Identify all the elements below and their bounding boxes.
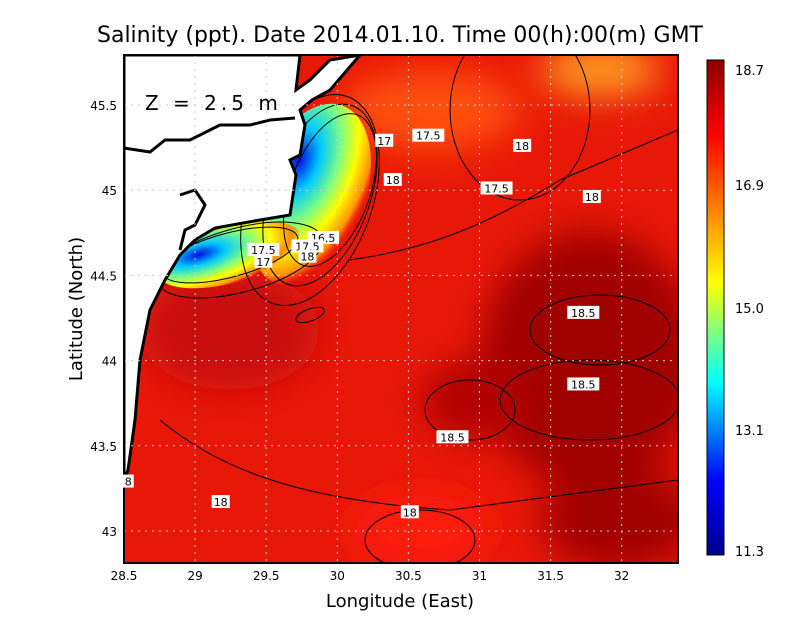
- contour-line: [529, 294, 671, 366]
- svg-text:18: 18: [403, 506, 417, 519]
- svg-text:18.5: 18.5: [571, 378, 596, 391]
- x-tick-label: 31: [472, 569, 487, 583]
- colorbar-tick-label: 13.1: [735, 424, 764, 439]
- grid-lines: [124, 55, 678, 563]
- contour-line: [295, 306, 325, 324]
- x-tick-label: 30.5: [395, 569, 422, 583]
- contour-line: [364, 509, 476, 563]
- y-tick-label: 45: [102, 184, 117, 198]
- chart-title: Salinity (ppt). Date 2014.01.10. Time 00…: [97, 23, 704, 48]
- x-tick-label: 29: [187, 569, 202, 583]
- svg-text:17.5: 17.5: [484, 182, 509, 195]
- contour-line: [349, 129, 678, 261]
- x-tick-label: 28.5: [111, 569, 138, 583]
- svg-text:18: 18: [386, 174, 400, 187]
- svg-text:17.5: 17.5: [251, 244, 276, 257]
- contour-label: 18: [513, 138, 532, 153]
- contour-label: 17.5: [247, 242, 280, 257]
- svg-text:18: 18: [585, 191, 599, 204]
- contour-label: 18.5: [567, 377, 600, 391]
- contour-line: [424, 379, 516, 441]
- contour-label: 18: [298, 249, 317, 264]
- contour-label: 17.5: [480, 181, 513, 195]
- y-tick-label: 45.5: [90, 99, 117, 113]
- depth-annotation: Z = 2.5 m: [145, 91, 282, 115]
- plot-frame: [123, 54, 679, 564]
- contour-label: 17: [375, 133, 394, 148]
- svg-text:18: 18: [300, 251, 314, 264]
- contour-label: 18.5: [567, 305, 600, 320]
- x-axis-label: Longitude (East): [326, 591, 474, 612]
- colorbar-tick-label: 16.9: [735, 179, 764, 194]
- y-tick-label: 44: [102, 355, 117, 369]
- colorbar-tick-label: 15.0: [735, 302, 764, 317]
- contour-label: 18: [582, 190, 601, 204]
- y-tick-label: 43.5: [90, 440, 117, 454]
- svg-text:17: 17: [256, 256, 270, 269]
- contour-line: [449, 55, 591, 201]
- y-tick-label: 43: [102, 525, 117, 539]
- contour-label: 18: [383, 172, 402, 187]
- contour-label: 17: [254, 254, 273, 269]
- svg-text:17: 17: [377, 135, 391, 148]
- y-tick-label: 44.5: [90, 269, 117, 283]
- contour-label: 18: [211, 495, 230, 509]
- contour-line: [499, 359, 678, 441]
- x-tick-label: 31.5: [537, 569, 564, 583]
- x-tick-label: 29.5: [253, 569, 280, 583]
- contour-label: 18.5: [436, 430, 469, 444]
- contour-label: 17.5: [412, 128, 445, 143]
- svg-text:18: 18: [515, 140, 529, 153]
- svg-text:17.5: 17.5: [416, 130, 441, 143]
- contour-label: 18: [400, 505, 419, 519]
- y-axis-label: Latitude (North): [66, 237, 87, 381]
- x-tick-label: 32: [614, 569, 629, 583]
- colorbar-tick-label: 18.7: [735, 64, 764, 79]
- svg-text:18.5: 18.5: [571, 307, 596, 320]
- colorbar: [706, 59, 725, 556]
- svg-text:18: 18: [214, 496, 228, 509]
- contour-label: 8: [122, 474, 134, 489]
- land-mass: [124, 55, 362, 481]
- svg-text:8: 8: [125, 476, 132, 489]
- x-tick-label: 30: [330, 569, 345, 583]
- svg-text:18.5: 18.5: [440, 431, 465, 444]
- colorbar-tick-label: 11.3: [735, 545, 764, 560]
